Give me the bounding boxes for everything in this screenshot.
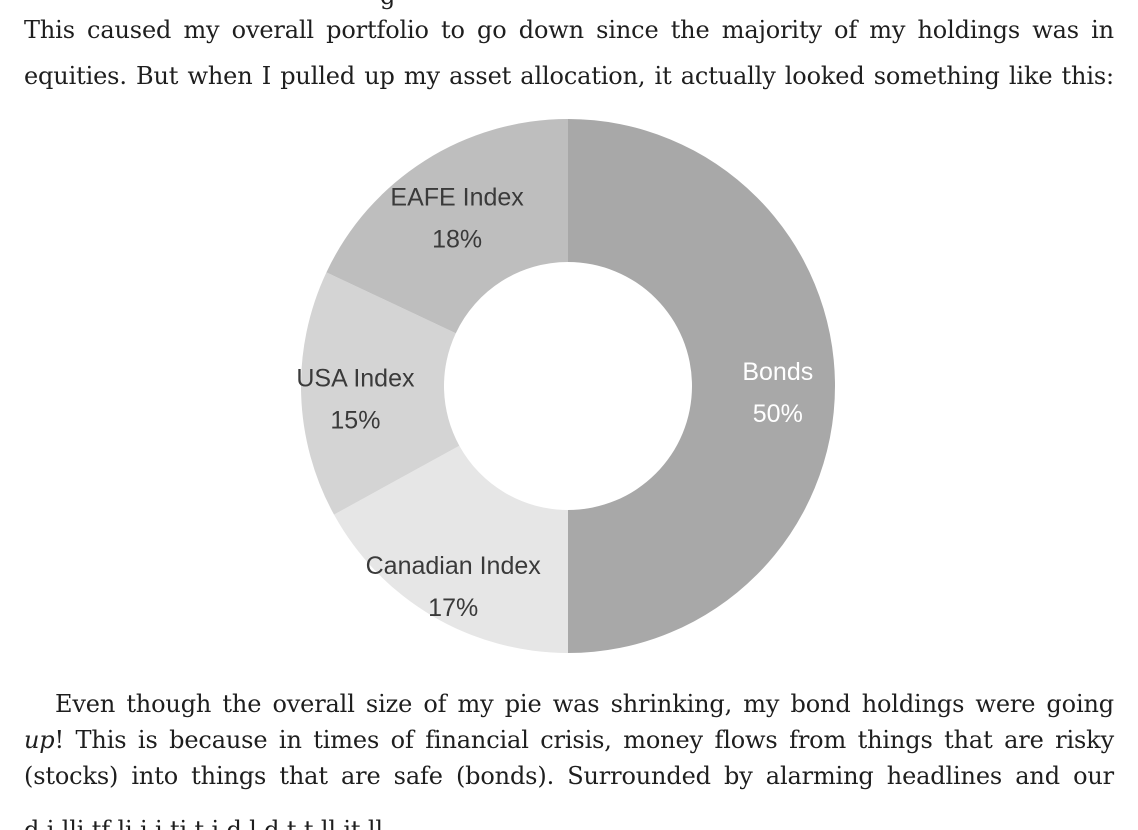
- donut-slice-usa-index: [301, 272, 460, 515]
- slice-label: Canadian Index: [366, 552, 542, 580]
- slice-percent-label: 18%: [432, 225, 482, 253]
- paragraph-line: This caused my overall portfolio to go d…: [24, 16, 1114, 44]
- donut-slice-eafe-index: [326, 119, 568, 334]
- slice-label: USA Index: [296, 365, 415, 393]
- slice-label: Bonds: [742, 358, 813, 386]
- donut-slice-bonds: [568, 119, 835, 653]
- paragraph-line: up! This is because in times of financia…: [24, 722, 1114, 758]
- slice-percent-label: 15%: [330, 407, 380, 435]
- paragraph-line: (stocks) into things that are safe (bond…: [24, 762, 1114, 790]
- paragraph-line: equities. But when I pulled up my asset …: [24, 62, 1114, 90]
- cut-off-bottom-line: d i lli tf li i i ti t i d l d t t ll it…: [24, 816, 383, 830]
- paragraph-line-rest: ! This is because in times of financial …: [54, 726, 1115, 754]
- cut-off-top-line: g: [380, 0, 395, 14]
- slice-label: EAFE Index: [390, 183, 524, 211]
- emphasis-text: up: [24, 726, 55, 754]
- paragraph-line: Even though the overall size of my pie w…: [55, 690, 1114, 718]
- donut-slice-canadian-index: [334, 445, 568, 653]
- slice-percent-label: 17%: [428, 594, 478, 622]
- slice-percent-label: 50%: [753, 400, 803, 428]
